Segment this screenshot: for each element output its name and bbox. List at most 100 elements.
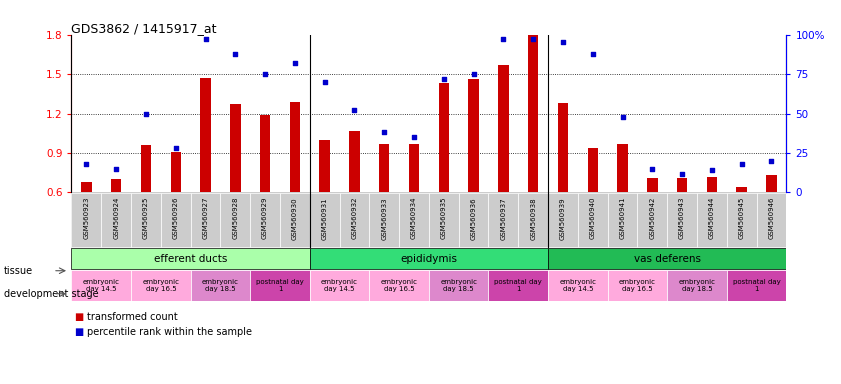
Text: embryonic
day 18.5: embryonic day 18.5 — [679, 279, 716, 292]
Text: GSM560927: GSM560927 — [203, 197, 209, 239]
Text: efferent ducts: efferent ducts — [154, 254, 227, 264]
FancyBboxPatch shape — [637, 193, 667, 247]
Bar — [82, 182, 92, 192]
Text: GSM560946: GSM560946 — [769, 197, 775, 239]
Bar — [677, 178, 687, 192]
Point — [556, 40, 569, 46]
Bar — [409, 144, 419, 192]
FancyBboxPatch shape — [429, 270, 489, 301]
Text: GSM560940: GSM560940 — [590, 197, 595, 239]
Text: embryonic
day 16.5: embryonic day 16.5 — [381, 279, 418, 292]
FancyBboxPatch shape — [251, 193, 280, 247]
Text: embryonic
day 18.5: embryonic day 18.5 — [440, 279, 477, 292]
Bar — [706, 177, 717, 192]
FancyBboxPatch shape — [280, 193, 309, 247]
FancyBboxPatch shape — [727, 193, 757, 247]
Bar — [588, 148, 598, 192]
Bar — [140, 145, 151, 192]
FancyBboxPatch shape — [548, 270, 607, 301]
Bar — [320, 140, 330, 192]
Text: GSM560943: GSM560943 — [679, 197, 685, 239]
Text: epididymis: epididymis — [400, 254, 458, 264]
FancyBboxPatch shape — [727, 270, 786, 301]
FancyBboxPatch shape — [220, 193, 251, 247]
Bar — [230, 104, 241, 192]
Text: GSM560936: GSM560936 — [471, 197, 477, 240]
Point — [109, 166, 123, 172]
FancyBboxPatch shape — [131, 193, 161, 247]
Text: embryonic
day 14.5: embryonic day 14.5 — [321, 279, 358, 292]
Point — [675, 170, 689, 177]
Text: postnatal day
1: postnatal day 1 — [495, 279, 542, 292]
Bar — [379, 144, 389, 192]
Text: GSM560934: GSM560934 — [411, 197, 417, 239]
Bar — [349, 131, 360, 192]
FancyBboxPatch shape — [369, 270, 429, 301]
FancyBboxPatch shape — [191, 270, 251, 301]
FancyBboxPatch shape — [489, 193, 518, 247]
Bar — [171, 152, 181, 192]
Bar — [468, 79, 479, 192]
Text: GSM560942: GSM560942 — [649, 197, 655, 239]
FancyBboxPatch shape — [458, 193, 489, 247]
FancyBboxPatch shape — [369, 193, 399, 247]
Point — [258, 71, 272, 77]
Text: development stage: development stage — [4, 289, 99, 299]
FancyBboxPatch shape — [607, 193, 637, 247]
Text: postnatal day
1: postnatal day 1 — [257, 279, 304, 292]
Bar — [289, 102, 300, 192]
Point — [347, 107, 361, 113]
Point — [526, 36, 540, 42]
FancyBboxPatch shape — [309, 248, 548, 270]
Text: ■: ■ — [74, 312, 83, 322]
FancyBboxPatch shape — [71, 248, 309, 270]
FancyBboxPatch shape — [548, 193, 578, 247]
FancyBboxPatch shape — [101, 193, 131, 247]
Point — [586, 50, 600, 56]
Point — [169, 145, 182, 151]
FancyBboxPatch shape — [251, 270, 309, 301]
Text: embryonic
day 14.5: embryonic day 14.5 — [82, 279, 119, 292]
Point — [646, 166, 659, 172]
FancyBboxPatch shape — [667, 270, 727, 301]
Bar — [439, 83, 449, 192]
Text: ■: ■ — [74, 327, 83, 337]
FancyBboxPatch shape — [399, 193, 429, 247]
Text: postnatal day
1: postnatal day 1 — [733, 279, 780, 292]
FancyBboxPatch shape — [429, 193, 458, 247]
FancyBboxPatch shape — [518, 193, 548, 247]
Text: GSM560931: GSM560931 — [321, 197, 328, 240]
Bar — [766, 175, 776, 192]
Bar — [111, 179, 121, 192]
Point — [378, 129, 391, 136]
Text: GSM560930: GSM560930 — [292, 197, 298, 240]
Bar — [200, 78, 211, 192]
Text: embryonic
day 14.5: embryonic day 14.5 — [559, 279, 596, 292]
Bar — [260, 115, 270, 192]
Point — [497, 36, 510, 42]
Bar — [498, 65, 509, 192]
FancyBboxPatch shape — [309, 193, 340, 247]
FancyBboxPatch shape — [757, 193, 786, 247]
FancyBboxPatch shape — [548, 248, 786, 270]
Text: GSM560935: GSM560935 — [441, 197, 447, 239]
Text: GSM560941: GSM560941 — [620, 197, 626, 239]
FancyBboxPatch shape — [667, 193, 697, 247]
Point — [735, 161, 748, 167]
Point — [616, 114, 629, 120]
FancyBboxPatch shape — [607, 270, 667, 301]
Bar — [558, 103, 569, 192]
Text: vas deferens: vas deferens — [633, 254, 701, 264]
Point — [288, 60, 302, 66]
Text: GSM560926: GSM560926 — [172, 197, 179, 239]
Text: GSM560939: GSM560939 — [560, 197, 566, 240]
FancyBboxPatch shape — [131, 270, 191, 301]
Text: embryonic
day 18.5: embryonic day 18.5 — [202, 279, 239, 292]
Point — [407, 134, 420, 140]
Bar — [528, 33, 538, 192]
Bar — [737, 187, 747, 192]
Text: embryonic
day 16.5: embryonic day 16.5 — [619, 279, 656, 292]
FancyBboxPatch shape — [71, 270, 131, 301]
Text: GSM560929: GSM560929 — [262, 197, 268, 239]
Point — [437, 76, 451, 82]
